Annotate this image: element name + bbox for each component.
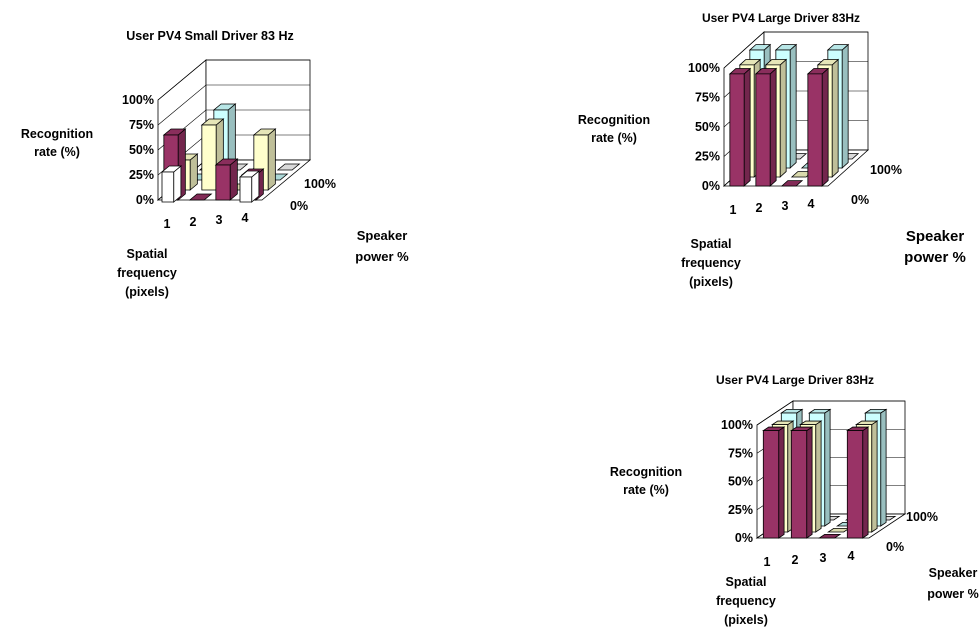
bar-side	[831, 58, 839, 178]
outlined-bar	[161, 171, 175, 203]
y-tick-label: 0%	[702, 179, 720, 193]
bar-side	[824, 408, 831, 527]
gridline	[723, 31, 868, 69]
chart-2: User PV4 Large Driver 83Hz 0% 25% 50% 75% 100…	[578, 11, 966, 289]
bar-side	[871, 420, 878, 533]
chart-title: User PV4 Small Driver 83 Hz	[126, 29, 293, 43]
bar-zero	[817, 534, 842, 539]
x-tick-label: 3	[216, 213, 223, 227]
bar-side	[880, 408, 887, 527]
y-axis-label: rate (%)	[34, 145, 80, 159]
bar-side	[779, 58, 787, 178]
gridline	[756, 400, 905, 426]
bar	[201, 124, 217, 191]
x-tick-label: 3	[782, 199, 789, 213]
chart-3: User PV4 Large Driver 83Hz 0% 25% 50% 75% 100…	[610, 373, 979, 627]
chart-title: User PV4 Large Driver 83Hz	[716, 373, 874, 387]
y-tick-label: 50%	[728, 475, 753, 489]
x-tick-label: 4	[808, 197, 815, 211]
bar-side	[841, 43, 849, 169]
bar	[729, 73, 745, 187]
y-tick-label: 100%	[688, 61, 720, 75]
z-tick-label: 0%	[886, 540, 904, 554]
y-tick-label: 50%	[129, 143, 154, 157]
x-tick-label: 1	[730, 203, 737, 217]
bar	[762, 430, 780, 539]
gridline	[157, 59, 310, 101]
y-tick-label: 0%	[136, 193, 154, 207]
x-axis-label: Spatial	[726, 575, 767, 589]
y-tick-label: 25%	[728, 503, 753, 517]
y-tick-label: 100%	[721, 418, 753, 432]
x-tick-label: 3	[820, 551, 827, 565]
bar-side	[806, 426, 813, 539]
x-axis-label: (pixels)	[724, 613, 768, 627]
bar-side	[821, 67, 829, 187]
y-tick-label: 75%	[728, 446, 753, 460]
z-tick-label: 0%	[290, 199, 308, 213]
bar-zero	[276, 163, 301, 171]
x-tick-label: 4	[848, 549, 855, 563]
bar-side	[229, 158, 238, 201]
z-axis-label: power %	[355, 249, 409, 264]
y-tick-label: 0%	[735, 531, 753, 545]
bar-zero	[780, 180, 804, 187]
x-axis-label: Spatial	[127, 247, 168, 261]
bar	[807, 73, 823, 187]
y-tick-label: 75%	[695, 91, 720, 105]
x-axis-label: frequency	[716, 594, 776, 608]
z-tick-label: 0%	[851, 193, 869, 207]
z-axis-label: power %	[927, 587, 978, 601]
z-axis-label: power %	[904, 249, 966, 266]
y-tick-label: 25%	[129, 168, 154, 182]
chart-1: User PV4 Small Driver 83 Hz0%25%50%75%10…	[21, 29, 409, 299]
z-axis-label: Speaker	[906, 228, 965, 245]
chart-title: User PV4 Large Driver 83Hz	[702, 11, 860, 25]
bar	[215, 164, 231, 201]
y-axis-label: rate (%)	[623, 483, 669, 497]
bar-side	[267, 128, 276, 191]
z-tick-label: 100%	[906, 510, 938, 524]
x-tick-label: 2	[756, 201, 763, 215]
y-axis-label: Recognition	[610, 465, 682, 479]
x-axis-label: (pixels)	[125, 285, 169, 299]
y-axis-label: rate (%)	[591, 131, 637, 145]
x-axis-label: frequency	[681, 256, 741, 270]
x-axis-label: Spatial	[691, 237, 732, 251]
y-axis-label: Recognition	[21, 127, 93, 141]
x-tick-label: 2	[792, 553, 799, 567]
y-tick-label: 50%	[695, 120, 720, 134]
gridline	[157, 84, 310, 126]
x-tick-label: 2	[190, 215, 197, 229]
y-tick-label: 100%	[122, 93, 154, 107]
bar-side	[862, 426, 869, 539]
x-tick-label: 4	[242, 211, 249, 225]
bar-side	[778, 426, 785, 539]
x-axis-label: frequency	[117, 266, 177, 280]
y-tick-label: 75%	[129, 118, 154, 132]
x-tick-label: 1	[164, 217, 171, 231]
x-axis-label: (pixels)	[689, 275, 733, 289]
bar-side	[769, 67, 777, 187]
z-tick-label: 100%	[304, 177, 336, 191]
bar	[846, 430, 864, 539]
y-tick-label: 25%	[695, 150, 720, 164]
y-axis-label: Recognition	[578, 113, 650, 127]
bar-side	[789, 43, 797, 169]
outlined-bar	[239, 176, 253, 203]
z-axis-label: Speaker	[357, 228, 408, 243]
bar-side	[743, 67, 751, 187]
z-axis-label: Speaker	[929, 566, 978, 580]
bar-zero	[188, 193, 213, 201]
x-tick-label: 1	[764, 555, 771, 569]
z-tick-label: 100%	[870, 163, 902, 177]
bar-side	[815, 420, 822, 533]
bar	[755, 73, 771, 187]
bar	[790, 430, 808, 539]
